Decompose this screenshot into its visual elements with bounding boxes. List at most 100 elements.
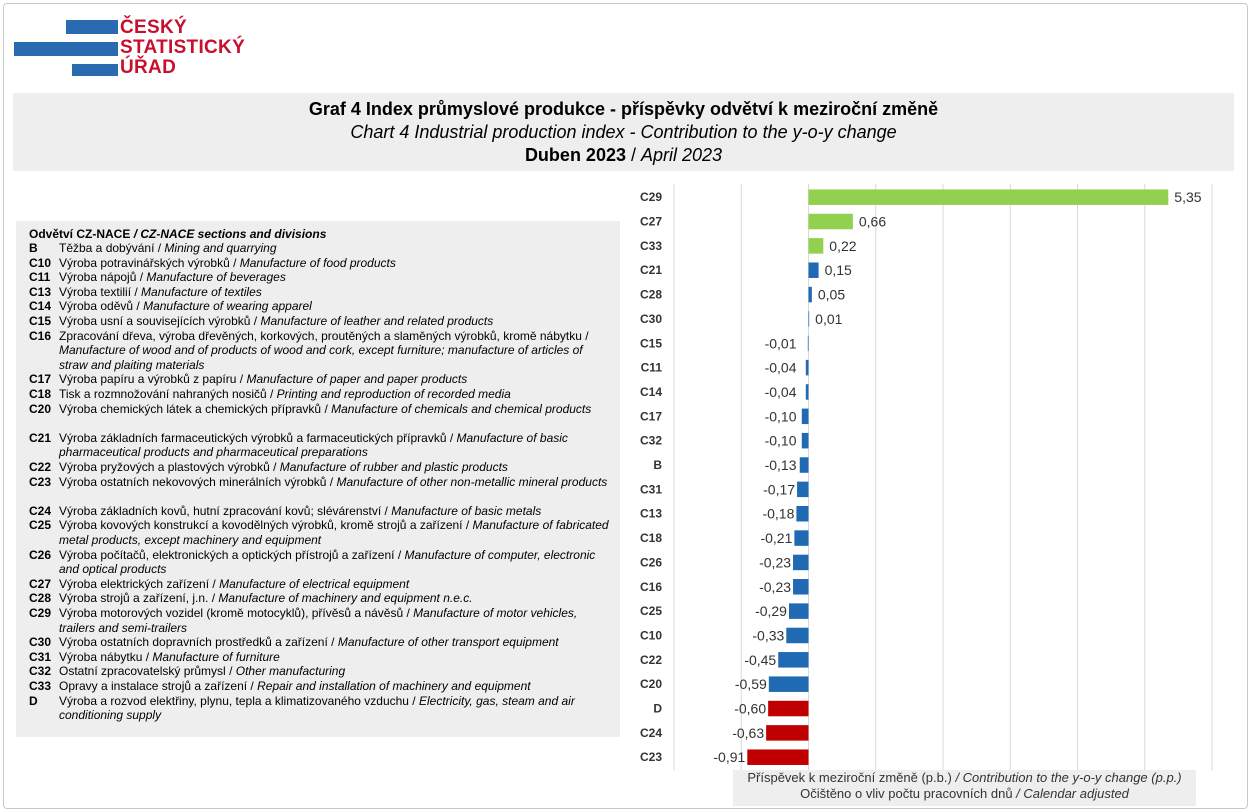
legend-description-cz: Výroba nábytku bbox=[59, 649, 143, 664]
legend-item-c33: C33 Opravy a instalace strojů a zařízení … bbox=[29, 679, 609, 694]
legend-description-en: Manufacture of other non-metallic minera… bbox=[336, 474, 608, 489]
legend-code: D bbox=[29, 693, 38, 708]
legend-description-cz: Výroba potravinářských výrobků bbox=[59, 255, 230, 270]
legend-code: C32 bbox=[29, 664, 52, 679]
value-label-c15: -0,01 bbox=[765, 335, 797, 351]
legend-description-en: Manufacture of basic pharmaceutical prod… bbox=[59, 430, 568, 460]
bar-c30 bbox=[808, 311, 810, 327]
axis-title-cz: Příspěvek k meziroční změně (p.b.) bbox=[747, 770, 952, 785]
chart-period: Duben 2023 / April 2023 bbox=[13, 145, 1234, 166]
legend-description: Výroba potravinářských výrobků / Manufac… bbox=[59, 255, 396, 270]
category-label-c15: C15 bbox=[640, 336, 662, 350]
bar-c27 bbox=[808, 213, 853, 230]
category-label-c11: C11 bbox=[641, 361, 663, 375]
legend-description-en: Manufacture of motor vehicles, trailers … bbox=[59, 606, 578, 635]
value-label-c24: -0,63 bbox=[732, 725, 764, 741]
value-label-c18: -0,21 bbox=[760, 530, 792, 546]
value-label-c14: -0,04 bbox=[765, 384, 797, 400]
legend-description-cz: Zpracování dřeva, výroba dřevěných, kork… bbox=[59, 328, 582, 343]
legend-description: Výroba chemických látek a chemických pří… bbox=[59, 401, 592, 416]
bar-c11 bbox=[805, 359, 809, 376]
legend-description-cz: Výroba počítačů, elektronických a optick… bbox=[59, 547, 395, 562]
legend-description: Výroba motorových vozidel (kromě motocyk… bbox=[59, 606, 578, 635]
legend-item-c13: C13 Výroba textilií / Manufacture of text… bbox=[29, 285, 609, 300]
legend-description-cz: Výroba motorových vozidel (kromě motocyk… bbox=[59, 606, 404, 620]
legend-code: C17 bbox=[29, 372, 52, 387]
category-label-c23: C23 bbox=[640, 750, 662, 764]
legend-item-c23: C23 Výroba ostatních nekovových minerální… bbox=[29, 475, 609, 490]
bar-c33 bbox=[808, 238, 824, 254]
legend-description-cz: Výroba usní a souvisejících výrobků bbox=[59, 314, 251, 328]
bar-c10 bbox=[786, 627, 809, 644]
legend-description-cz: Výroba a rozvod elektřiny, plynu, tepla … bbox=[59, 693, 409, 708]
legend-description: Výroba papíru a výrobků z papíru / Manuf… bbox=[59, 372, 468, 387]
adjustment-note-en: / Calendar adjusted bbox=[1012, 786, 1129, 801]
legend-description: Tisk a rozmnožování nahraných nosičů / P… bbox=[59, 387, 511, 401]
legend-description-en: Manufacture of other transport equipment bbox=[337, 635, 559, 650]
legend-item-c17: C17 Výroba papíru a výrobků z papíru / Ma… bbox=[29, 372, 609, 387]
value-label-c26: -0,23 bbox=[759, 554, 791, 570]
category-label-c27: C27 bbox=[640, 215, 662, 229]
legend-description: Výroba pryžových a plastových výrobků / … bbox=[59, 460, 508, 474]
legend-description-cz: Výroba elektrických zařízení bbox=[59, 576, 210, 591]
bar-c24 bbox=[766, 725, 809, 741]
chart-title-box: Graf 4 Index průmyslové produkce - přísp… bbox=[13, 93, 1234, 171]
legend-item-c18: C18 Tisk a rozmnožování nahraných nosičů … bbox=[29, 387, 609, 402]
legend-code: C29 bbox=[29, 606, 52, 620]
period-en: April 2023 bbox=[641, 145, 723, 165]
category-label-c13: C13 bbox=[640, 507, 662, 521]
legend-description: Výroba kovových konstrukcí a kovodělných… bbox=[59, 518, 609, 547]
legend-description: Opravy a instalace strojů a zařízení / R… bbox=[59, 679, 531, 693]
category-label-c28: C28 bbox=[640, 288, 662, 302]
period-cz: Duben 2023 bbox=[524, 145, 626, 165]
legend-description-en: Manufacture of wood and of products of w… bbox=[59, 343, 583, 372]
category-label-c24: C24 bbox=[640, 726, 662, 740]
category-label-c29: C29 bbox=[640, 190, 662, 204]
czso-logo: ČESKÝ STATISTICKÝ ÚŘAD bbox=[14, 18, 254, 80]
legend-description-cz: Výroba základních farmaceutických výrobk… bbox=[59, 430, 447, 445]
legend-description-en: Repair and installation of machinery and… bbox=[257, 679, 531, 693]
legend-code: C21 bbox=[29, 430, 52, 445]
adjustment-note: Očištěno o vliv počtu pracovních dnů / C… bbox=[733, 786, 1196, 802]
legend-item-c27: C27 Výroba elektrických zařízení / Manufa… bbox=[29, 577, 609, 592]
category-label-b: B bbox=[653, 458, 662, 472]
legend-code: C10 bbox=[29, 255, 52, 270]
bar-c32 bbox=[801, 432, 809, 449]
legend-description: Ostatní zpracovatelský průmysl / Other m… bbox=[59, 664, 346, 679]
legend-item-c15: C15 Výroba usní a souvisejících výrobků /… bbox=[29, 314, 609, 329]
category-label-c17: C17 bbox=[640, 409, 662, 423]
legend-description-en: Manufacture of basic metals bbox=[391, 503, 542, 518]
value-label-c33: 0,22 bbox=[829, 238, 856, 254]
category-label-c22: C22 bbox=[640, 653, 662, 667]
legend-description-cz: Těžba a dobývání bbox=[59, 241, 155, 255]
category-label-c21: C21 bbox=[640, 263, 662, 277]
legend-description-cz: Výroba papíru a výrobků z papíru bbox=[59, 372, 237, 387]
bar-c29 bbox=[808, 189, 1169, 205]
legend-description-en: Mining and quarrying bbox=[164, 241, 277, 255]
value-label-c28: 0,05 bbox=[818, 287, 845, 303]
nace-legend: Odvětví CZ-NACE / CZ-NACE sections and d… bbox=[16, 221, 620, 737]
value-label-c13: -0,18 bbox=[762, 506, 794, 522]
category-label-c14: C14 bbox=[640, 385, 662, 399]
legend-item-b: B Těžba a dobývání / Mining and quarrying bbox=[29, 241, 609, 256]
legend-description: Výroba ostatních dopravních prostředků a… bbox=[59, 635, 559, 650]
category-label-d: D bbox=[653, 702, 662, 716]
bar-c16 bbox=[793, 579, 809, 595]
category-label-c30: C30 bbox=[640, 312, 662, 326]
legend-code: C33 bbox=[29, 679, 52, 693]
category-label-c33: C33 bbox=[640, 239, 662, 253]
value-label-c17: -0,10 bbox=[765, 408, 797, 424]
legend-description-cz: Výroba základních kovů, hutní zpracování… bbox=[59, 503, 382, 518]
legend-item-d: D Výroba a rozvod elektřiny, plynu, tepla… bbox=[29, 694, 609, 723]
logo-line-1: ČESKÝ bbox=[120, 17, 187, 38]
bar-c20 bbox=[768, 676, 809, 692]
bar-c26 bbox=[793, 554, 809, 571]
value-label-c11: -0,04 bbox=[765, 360, 797, 376]
legend-heading: Odvětví CZ-NACE / CZ-NACE sections and d… bbox=[29, 227, 326, 241]
legend-description-en: Manufacture of wearing apparel bbox=[143, 299, 312, 314]
legend-description-en: Manufacture of electrical equipment bbox=[219, 576, 410, 591]
legend-description-cz: Výroba oděvů bbox=[59, 299, 134, 314]
value-label-d: -0,60 bbox=[734, 701, 766, 717]
legend-description-en: Manufacture of beverages bbox=[146, 270, 286, 285]
value-label-c16: -0,23 bbox=[759, 579, 791, 595]
